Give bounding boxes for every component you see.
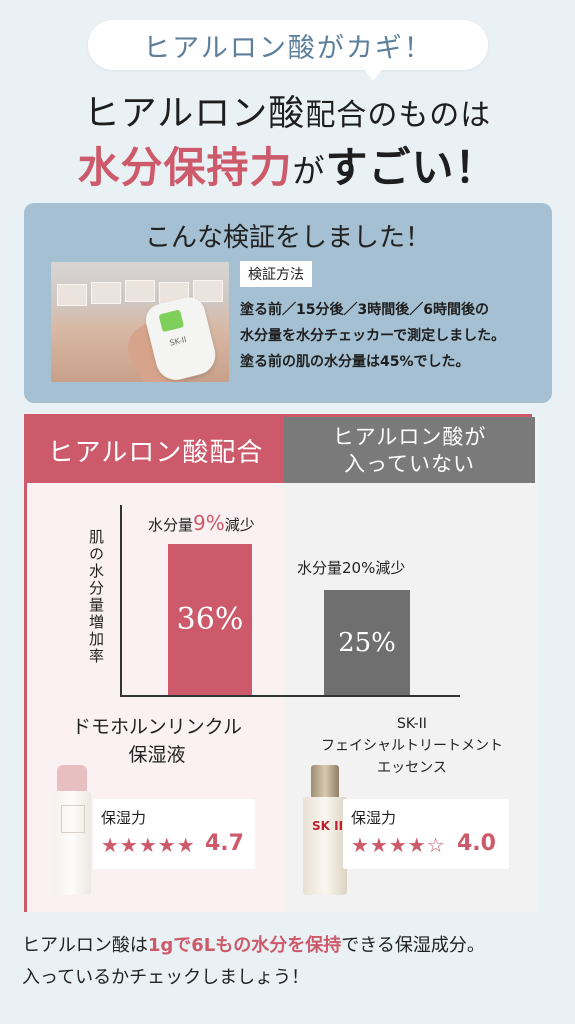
method-label: 検証方法 [240,261,312,287]
product-1-rating-card: 保湿力 ★★★★★ 4.7 [93,799,255,869]
headline-line-2: 水分保持力がすごい！ [0,134,575,195]
rating-label: 保湿力 [101,809,147,827]
headline-highlight: 水分保持力 [77,143,293,192]
rating-value: 4.7 [205,831,244,856]
bar-value-label: 25% [338,627,396,658]
rating-value: 4.0 [457,831,496,856]
arm-test-photo: SK-II [51,262,229,382]
rating-stars: ★★★★☆ [351,833,446,857]
method-title: こんな検証をしました！ [144,223,431,253]
pill-text: ヒアルロン酸がカギ！ [143,32,433,64]
method-line: 塗る前／15分後／3時間後／6時間後の [240,302,489,318]
bar-without-hyaluronic: 25% [324,590,410,695]
bar-with-hyaluronic: 36% [168,544,252,695]
headline-main: ヒアルロン酸 [83,93,306,134]
header-with-hyaluronic: ヒアルロン酸配合 [27,417,284,483]
sk2-bottle-image: SK II [303,765,347,895]
product-2-rating-card: 保湿力 ★★★★☆ 4.0 [343,799,509,869]
rating-stars: ★★★★★ [101,833,196,857]
headline-end-2: すごい！ [325,143,498,192]
headline-end: ものは [398,98,492,133]
chart-x-axis [120,695,460,697]
header-without-hyaluronic: ヒアルロン酸が 入っていない [284,417,535,483]
method-line: 水分量を水分チェッカーで測定しました。 [240,328,506,344]
right-bar-note: 水分量20%減少 [297,559,406,577]
method-description: 塗る前／15分後／3時間後／6時間後の 水分量を水分チェッカーで測定しました。 … [240,297,546,375]
headline-line-1: ヒアルロン酸配合のものは [0,84,575,136]
headline-particle: の [367,98,399,133]
chart-y-axis-label: 肌の水分量増加率 [87,529,105,665]
footer-text: ヒアルロン酸は1gで6Lもの水分を保持できる保湿成分。 入っているかチェックしま… [22,935,485,988]
left-bar-note: 水分量9%減少 [148,511,255,535]
headline-particle-2: が [292,152,326,190]
method-line: 塗る前の肌の水分量は45%でした。 [240,354,470,370]
domohorn-bottle-image [53,765,91,895]
method-box: こんな検証をしました！ SK-II 検証方法 塗る前／15分後／3時間後／6時間… [24,203,552,403]
chart-y-axis [120,505,122,697]
rating-label: 保湿力 [351,809,397,827]
top-pill-banner: ヒアルロン酸がカギ！ [88,20,488,81]
product-2-name: SK-II フェイシャルトリートメント エッセンス [321,716,503,776]
headline-small: 配合 [305,98,368,133]
bar-value-label: 36% [176,602,244,637]
product-1-name: ドモホルンリンクル 保湿液 [71,716,243,766]
comparison-panel: ヒアルロン酸配合 ヒアルロン酸が 入っていない 肌の水分量増加率 36% 25%… [24,414,538,912]
